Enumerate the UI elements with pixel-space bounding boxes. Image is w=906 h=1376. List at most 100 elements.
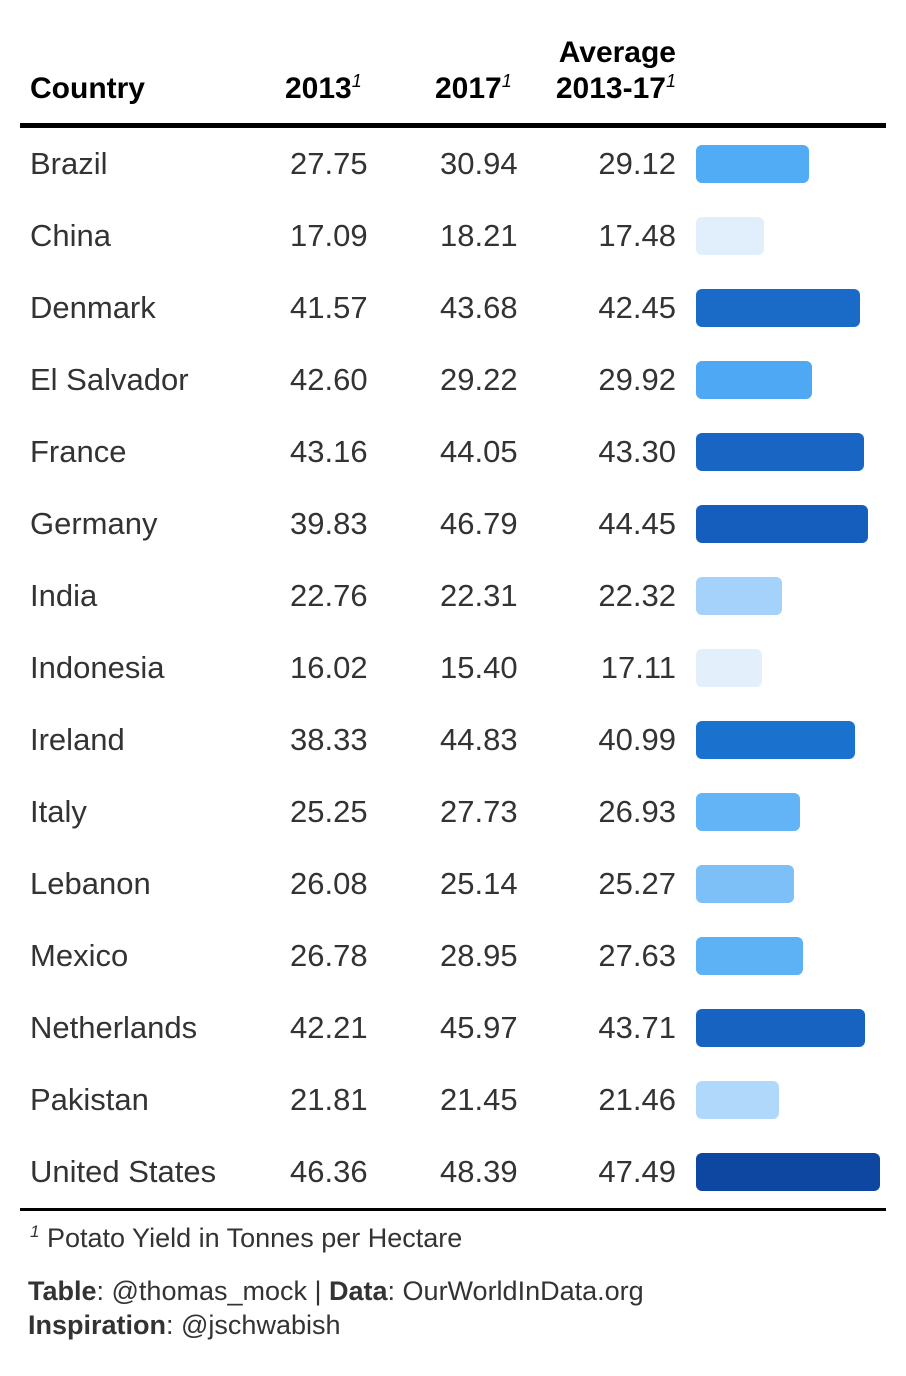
average-bar (696, 1081, 779, 1119)
value-2017-cell: 44.83 (440, 722, 518, 757)
average-bar (696, 793, 800, 831)
value-2013-cell: 42.60 (290, 362, 368, 397)
value-2013-cell: 46.36 (290, 1154, 368, 1189)
country-cell: Ireland (30, 722, 125, 757)
table-row: Ireland 38.33 44.83 40.99 (20, 704, 886, 776)
value-2013-cell: 39.83 (290, 506, 368, 541)
table-header: Country 20131 20171 Average 2013-171 (20, 0, 886, 128)
average-bar (696, 577, 782, 615)
value-2017-cell: 25.14 (440, 866, 518, 901)
value-2017-cell: 48.39 (440, 1154, 518, 1189)
value-average-cell: 43.71 (598, 1010, 676, 1045)
country-cell: Indonesia (30, 650, 165, 685)
value-average-cell: 29.92 (598, 362, 676, 397)
table-row: France 43.16 44.05 43.30 (20, 416, 886, 488)
country-cell: Mexico (30, 938, 129, 973)
footnote-marker: 1 (501, 71, 512, 91)
average-bar (696, 721, 855, 759)
value-2013-cell: 22.76 (290, 578, 368, 613)
value-2013-cell: 41.57 (290, 290, 368, 325)
value-2013-cell: 42.21 (290, 1010, 368, 1045)
value-average-cell: 42.45 (598, 290, 676, 325)
header-average: Average 2013-171 (555, 36, 676, 105)
average-bar (696, 505, 868, 543)
footnote-marker: 1 (665, 71, 676, 91)
average-bar (696, 217, 764, 255)
value-average-cell: 21.46 (598, 1082, 676, 1117)
value-2017-cell: 27.73 (440, 794, 518, 829)
table-row: Netherlands 42.21 45.97 43.71 (20, 992, 886, 1064)
country-cell: China (30, 218, 111, 253)
average-bar (696, 433, 864, 471)
value-average-cell: 25.27 (598, 866, 676, 901)
country-cell: Germany (30, 506, 158, 541)
header-2017: 20171 (435, 71, 512, 105)
table-row: Mexico 26.78 28.95 27.63 (20, 920, 886, 992)
value-2013-cell: 16.02 (290, 650, 368, 685)
value-2017-cell: 46.79 (440, 506, 518, 541)
table-row: China 17.09 18.21 17.48 (20, 200, 886, 272)
table-row: Denmark 41.57 43.68 42.45 (20, 272, 886, 344)
header-country: Country (30, 72, 145, 105)
table-row: India 22.76 22.31 22.32 (20, 560, 886, 632)
table-row: Pakistan 21.81 21.45 21.46 (20, 1064, 886, 1136)
average-bar (696, 865, 794, 903)
value-2017-cell: 21.45 (440, 1082, 518, 1117)
value-average-cell: 22.32 (598, 578, 676, 613)
source-note: Table: @thomas_mock | Data: OurWorldInDa… (28, 1276, 644, 1340)
average-bar (696, 1009, 865, 1047)
value-average-cell: 44.45 (598, 506, 676, 541)
table-row: Germany 39.83 46.79 44.45 (20, 488, 886, 560)
value-average-cell: 17.48 (598, 218, 676, 253)
value-2013-cell: 27.75 (290, 146, 368, 181)
value-2017-cell: 18.21 (440, 218, 518, 253)
table-row: United States 46.36 48.39 47.49 (20, 1136, 886, 1208)
country-cell: Pakistan (30, 1082, 149, 1117)
value-2017-cell: 28.95 (440, 938, 518, 973)
value-average-cell: 40.99 (598, 722, 676, 757)
value-2017-cell: 45.97 (440, 1010, 518, 1045)
value-2017-cell: 22.31 (440, 578, 518, 613)
footnote-marker: 1 (351, 71, 362, 91)
value-2013-cell: 17.09 (290, 218, 368, 253)
table-row: Italy 25.25 27.73 26.93 (20, 776, 886, 848)
country-cell: Brazil (30, 146, 108, 181)
header-2013: 20131 (285, 71, 362, 105)
country-cell: Lebanon (30, 866, 151, 901)
country-cell: El Salvador (30, 362, 189, 397)
country-cell: India (30, 578, 98, 613)
average-bar (696, 289, 860, 327)
footnote: 1 Potato Yield in Tonnes per Hectare (30, 1222, 463, 1253)
country-cell: Netherlands (30, 1010, 198, 1045)
value-2017-cell: 29.22 (440, 362, 518, 397)
value-2017-cell: 44.05 (440, 434, 518, 469)
average-bar (696, 145, 809, 183)
value-2017-cell: 43.68 (440, 290, 518, 325)
country-cell: United States (30, 1154, 217, 1189)
average-bar (696, 937, 803, 975)
average-bar (696, 649, 762, 687)
table-row: Indonesia 16.02 15.40 17.11 (20, 632, 886, 704)
value-2013-cell: 25.25 (290, 794, 368, 829)
value-2013-cell: 26.08 (290, 866, 368, 901)
value-2013-cell: 38.33 (290, 722, 368, 757)
value-average-cell: 29.12 (598, 146, 676, 181)
table-row: El Salvador 42.60 29.22 29.92 (20, 344, 886, 416)
table-body: Brazil 27.75 30.94 29.12 China 17.09 18.21 17.4… (20, 128, 886, 1208)
value-average-cell: 47.49 (598, 1154, 676, 1189)
value-average-cell: 26.93 (598, 794, 676, 829)
value-2013-cell: 43.16 (290, 434, 368, 469)
value-2013-cell: 26.78 (290, 938, 368, 973)
value-2013-cell: 21.81 (290, 1082, 368, 1117)
table-row: Brazil 27.75 30.94 29.12 (20, 128, 886, 200)
value-2017-cell: 30.94 (440, 146, 518, 181)
potato-yield-table: Country 20131 20171 Average 2013-171 Braz… (20, 0, 886, 1342)
value-average-cell: 17.11 (600, 650, 676, 685)
country-cell: Italy (30, 794, 87, 829)
country-cell: France (30, 434, 127, 469)
table-row: Lebanon 26.08 25.14 25.27 (20, 848, 886, 920)
bottom-rule (20, 1208, 886, 1211)
country-cell: Denmark (30, 290, 156, 325)
value-average-cell: 27.63 (598, 938, 676, 973)
value-average-cell: 43.30 (598, 434, 676, 469)
